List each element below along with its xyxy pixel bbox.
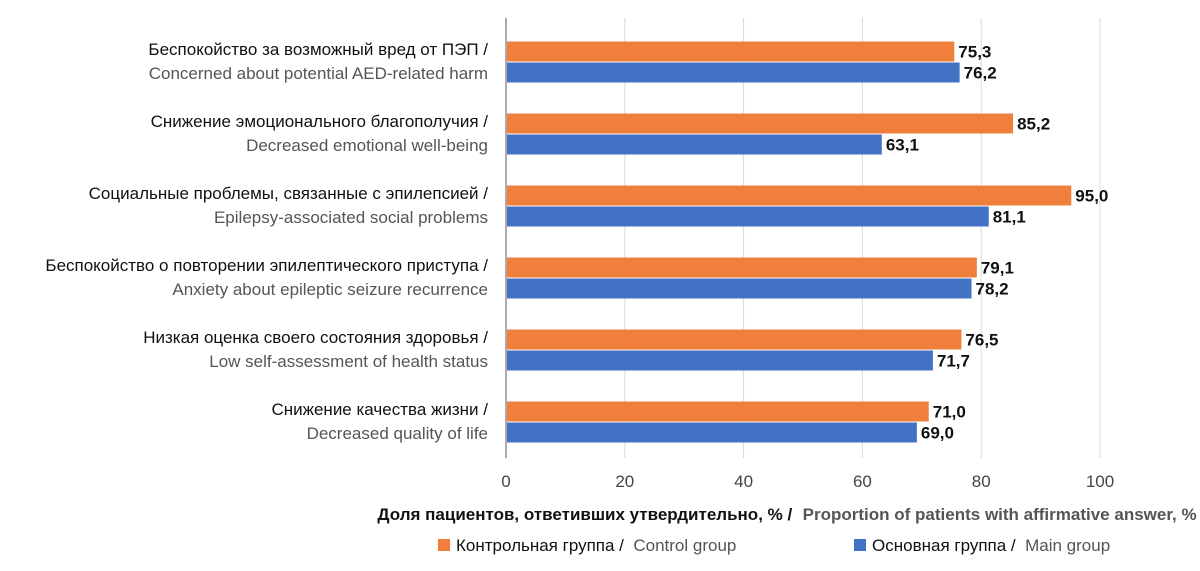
x-tick-label: 60 [853,472,872,491]
category-label: Социальные проблемы, связанные с эпилепс… [89,184,489,227]
category-label-ru: Снижение качества жизни / [271,400,488,419]
category-label-en: Low self-assessment of health status [209,352,488,371]
x-tick-label: 80 [972,472,991,491]
value-label-main: 81,1 [993,208,1026,227]
legend-label-main-en: Main group [1025,536,1110,555]
grid-layer [624,18,1101,458]
bar-control [507,401,929,422]
legend-label-control-en: Control group [633,536,736,555]
value-label-control: 85,2 [1017,115,1050,134]
category-label-ru: Беспокойство о повторении эпилептическог… [45,256,488,275]
bar-control [507,185,1072,206]
category-label-ru: Низкая оценка своего состояния здоровья … [143,328,488,347]
value-label-main: 76,2 [964,64,997,83]
x-tick-label: 100 [1086,472,1114,491]
bar-main [507,206,989,227]
value-label-main: 63,1 [886,136,919,155]
bar-main [507,350,933,371]
bars [507,41,1072,443]
legend-label-main: Основная группа / Main group [872,536,1110,555]
legend: Контрольная группа / Control group Основ… [438,536,1110,555]
bar-main [507,134,882,155]
category-label: Низкая оценка своего состояния здоровья … [143,328,488,371]
category-label-ru: Снижение эмоционального благополучия / [151,112,489,131]
x-axis-label-ru: Доля пациентов, ответивших утвердительно… [377,505,792,524]
bar-control [507,41,955,62]
legend-swatch-main [854,539,866,551]
value-label-control: 79,1 [981,259,1014,278]
category-label-en: Epilepsy-associated social problems [214,208,488,227]
x-tick-label: 40 [734,472,753,491]
value-label-control: 76,5 [965,331,998,350]
legend-swatch-control [438,539,450,551]
legend-label-control-ru: Контрольная группа / [456,536,624,555]
value-label-main: 69,0 [921,424,954,443]
value-label-main: 78,2 [976,280,1009,299]
bar-main [507,422,917,443]
bar-main [507,278,972,299]
legend-label-main-ru: Основная группа / [872,536,1016,555]
legend-item-control: Контрольная группа / Control group [438,536,736,555]
category-label: Снижение качества жизни / Decreased quali… [271,400,488,443]
bar-main [507,62,960,83]
category-label-en: Concerned about potential AED-related ha… [149,64,488,83]
x-tick-labels: 0 20 40 60 80 100 [501,472,1114,491]
category-label: Беспокойство о повторении эпилептическог… [45,256,488,299]
value-label-control: 95,0 [1075,187,1108,206]
category-labels: Беспокойство за возможный вред от ПЭП / C… [45,40,488,443]
x-tick-label: 20 [615,472,634,491]
value-label-control: 71,0 [933,403,966,422]
category-label: Снижение эмоционального благополучия / De… [151,112,489,155]
legend-item-main: Основная группа / Main group [854,536,1110,555]
category-label-ru: Беспокойство за возможный вред от ПЭП / [148,40,488,59]
category-label-en: Anxiety about epileptic seizure recurren… [172,280,488,299]
category-label-en: Decreased quality of life [307,424,488,443]
x-tick-label: 0 [501,472,510,491]
bar-control [507,329,962,350]
bar-control [507,257,977,278]
x-axis-label-en: Proportion of patients with affirmative … [803,505,1197,524]
value-label-control: 75,3 [958,43,991,62]
value-labels: 75,3 76,2 85,2 63,1 95,0 81,1 79,1 78,2 76,5 71,7… [886,43,1109,443]
category-label-en: Decreased emotional well-being [246,136,488,155]
value-label-main: 71,7 [937,352,970,371]
category-label-ru: Социальные проблемы, связанные с эпилепс… [89,184,489,203]
bar-control [507,113,1014,134]
x-axis-label: Доля пациентов, ответивших утвердительно… [377,505,1196,524]
category-label: Беспокойство за возможный вред от ПЭП / C… [148,40,488,83]
legend-label-control: Контрольная группа / Control group [456,536,736,555]
